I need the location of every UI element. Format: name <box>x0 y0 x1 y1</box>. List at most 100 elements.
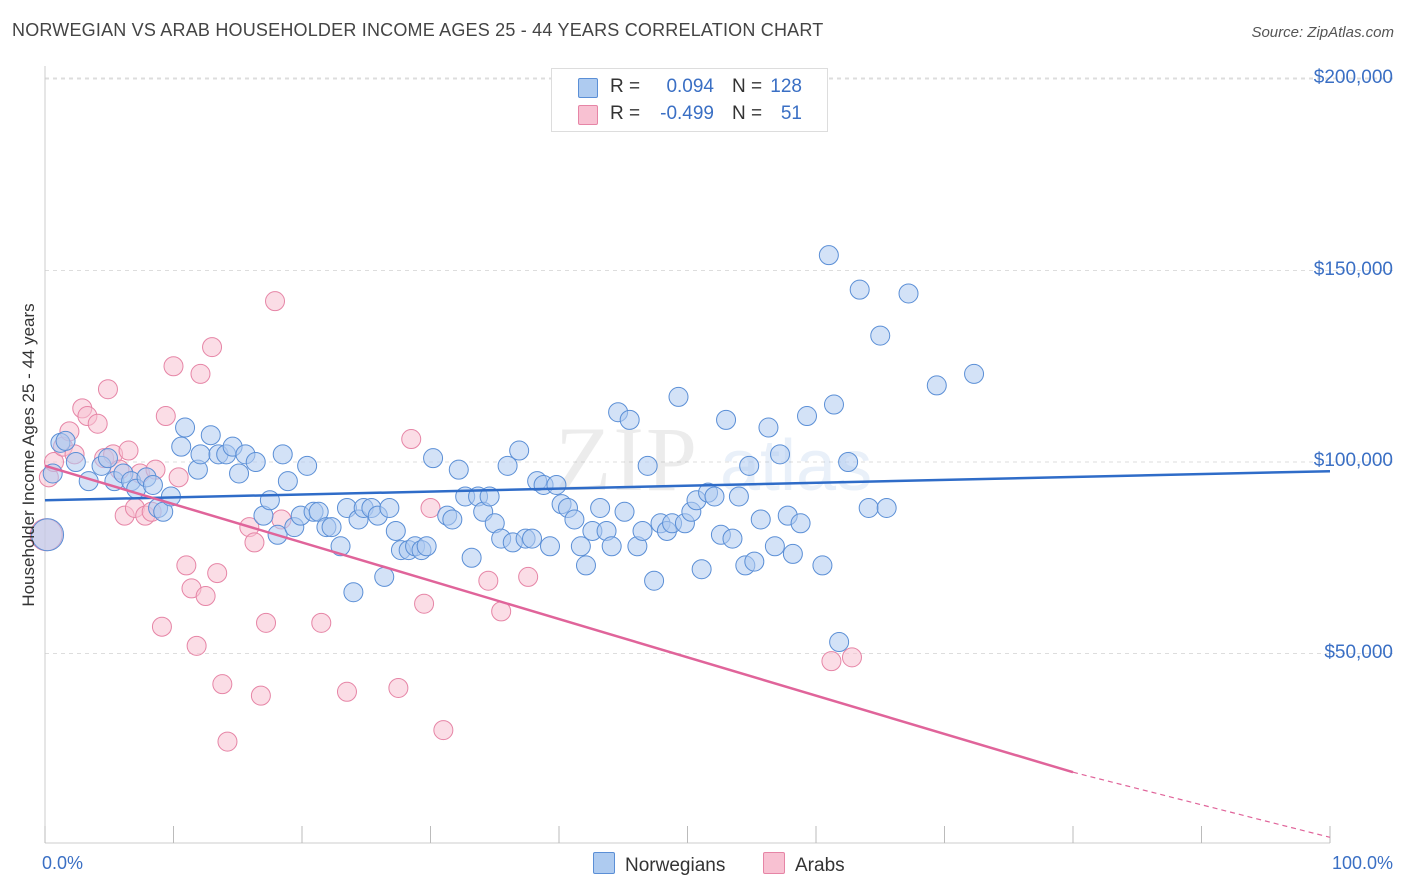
norwegian-point <box>97 448 118 469</box>
norwegian-point <box>479 486 500 507</box>
norwegian-point <box>343 582 364 603</box>
norwegian-point <box>870 325 891 346</box>
arab-point <box>118 440 139 461</box>
norwegian-point <box>764 536 785 557</box>
norwegian-point <box>65 452 86 472</box>
arab-point <box>433 720 454 741</box>
arab-point <box>336 681 357 702</box>
norwegian-point <box>858 497 879 518</box>
norwegian-point <box>797 406 818 427</box>
norwegian-point <box>601 536 622 557</box>
r-label: R = <box>610 76 641 97</box>
arab-point <box>176 555 197 576</box>
trend-lines <box>44 464 1331 838</box>
y-tick-label-100000: $100,000 <box>1313 450 1393 471</box>
norwegian-point <box>790 513 811 534</box>
axes <box>44 66 1331 844</box>
arab-point <box>420 497 441 518</box>
norwegian-trend-line <box>44 469 1331 502</box>
arab-point <box>414 593 435 614</box>
norwegian-point <box>849 279 870 300</box>
norwegian-point <box>829 632 850 653</box>
norwegian-point <box>691 559 712 580</box>
arab-point <box>186 635 207 656</box>
norwegian-point <box>272 444 293 465</box>
legend-label-arabs: Arabs <box>795 855 845 876</box>
norwegian-point <box>898 283 919 304</box>
norwegian-point <box>564 509 585 530</box>
norwegian-point <box>668 386 689 407</box>
chart-source: Source: ZipAtlas.com <box>1251 24 1394 41</box>
chart-title: NORWEGIAN VS ARAB HOUSEHOLDER INCOME AGE… <box>12 20 824 40</box>
norwegian-point <box>838 452 859 472</box>
arab-point <box>155 406 176 427</box>
norwegian-point <box>619 409 640 430</box>
norwegian-point <box>200 425 221 446</box>
correlation-legend: R = 0.094 N = 128 R = -0.499 N = 51 <box>551 68 828 132</box>
arab-point <box>265 291 286 312</box>
norwegian-point <box>926 375 947 396</box>
arab-point <box>388 677 409 698</box>
n-label: N = <box>732 76 763 97</box>
r-label: R = <box>610 103 641 124</box>
arab-point <box>97 379 118 400</box>
norwegian-point <box>448 459 469 480</box>
y-tick-label-200000: $200,000 <box>1313 67 1393 88</box>
norwegian-points <box>31 245 985 653</box>
x-tick-label-min: 0.0% <box>42 853 84 873</box>
arab-trend-line <box>44 464 1074 774</box>
n-label: N = <box>732 103 763 124</box>
norwegian-swatch <box>578 78 598 98</box>
norwegian-point <box>509 440 530 461</box>
norwegian-point <box>321 517 342 538</box>
arab-point <box>217 731 238 752</box>
norwegian-point <box>823 394 844 415</box>
norwegian-point <box>522 528 543 549</box>
y-axis-title: Householder Income Ages 25 - 44 years <box>19 303 38 607</box>
norwegian-point <box>770 444 791 465</box>
arab-point <box>190 363 211 384</box>
norwegian-point <box>590 497 611 518</box>
legend-row-norwegians: R = 0.094 N = 128 <box>552 74 827 102</box>
norwegian-point <box>374 566 395 587</box>
arab-point <box>151 616 172 637</box>
gridlines <box>45 77 1395 654</box>
norwegian-point <box>782 543 803 564</box>
norwegian-point <box>379 497 400 518</box>
arab-point <box>478 570 499 591</box>
arab-point <box>163 356 184 377</box>
legend-row-arabs: R = -0.499 N = 51 <box>552 101 827 129</box>
norwegian-point <box>245 452 266 472</box>
arab-point <box>202 337 223 358</box>
norwegian-point <box>575 555 596 576</box>
norwegian-point <box>461 547 482 568</box>
norwegian-point <box>423 448 444 469</box>
norwegian-point <box>330 536 351 557</box>
norwegian-point <box>812 555 833 576</box>
norwegian-point <box>704 486 725 507</box>
norwegian-point <box>297 455 318 476</box>
arab-point <box>841 647 862 668</box>
norwegian-point <box>614 501 635 522</box>
norwegian-point <box>190 444 211 465</box>
norwegian-point <box>546 474 567 495</box>
arab-trend-extension <box>1072 771 1331 838</box>
legend-item-norwegians[interactable]: Norwegians <box>593 852 725 877</box>
legend-item-arabs[interactable]: Arabs <box>763 852 845 877</box>
norwegian-point <box>31 518 65 552</box>
y-tick-label-50000: $50,000 <box>1324 641 1393 663</box>
arab-point <box>168 467 189 488</box>
n-value: 51 <box>780 103 802 124</box>
norwegian-point <box>570 536 591 557</box>
norwegian-point <box>277 471 298 492</box>
norwegian-point <box>744 551 765 572</box>
norwegian-point <box>171 436 192 457</box>
norwegian-point <box>442 509 463 530</box>
norwegian-point <box>876 497 897 518</box>
arab-point <box>87 413 108 434</box>
arab-point <box>207 563 228 584</box>
norwegian-point <box>637 455 658 476</box>
norwegian-point <box>818 245 839 266</box>
norwegian-point <box>385 520 406 541</box>
